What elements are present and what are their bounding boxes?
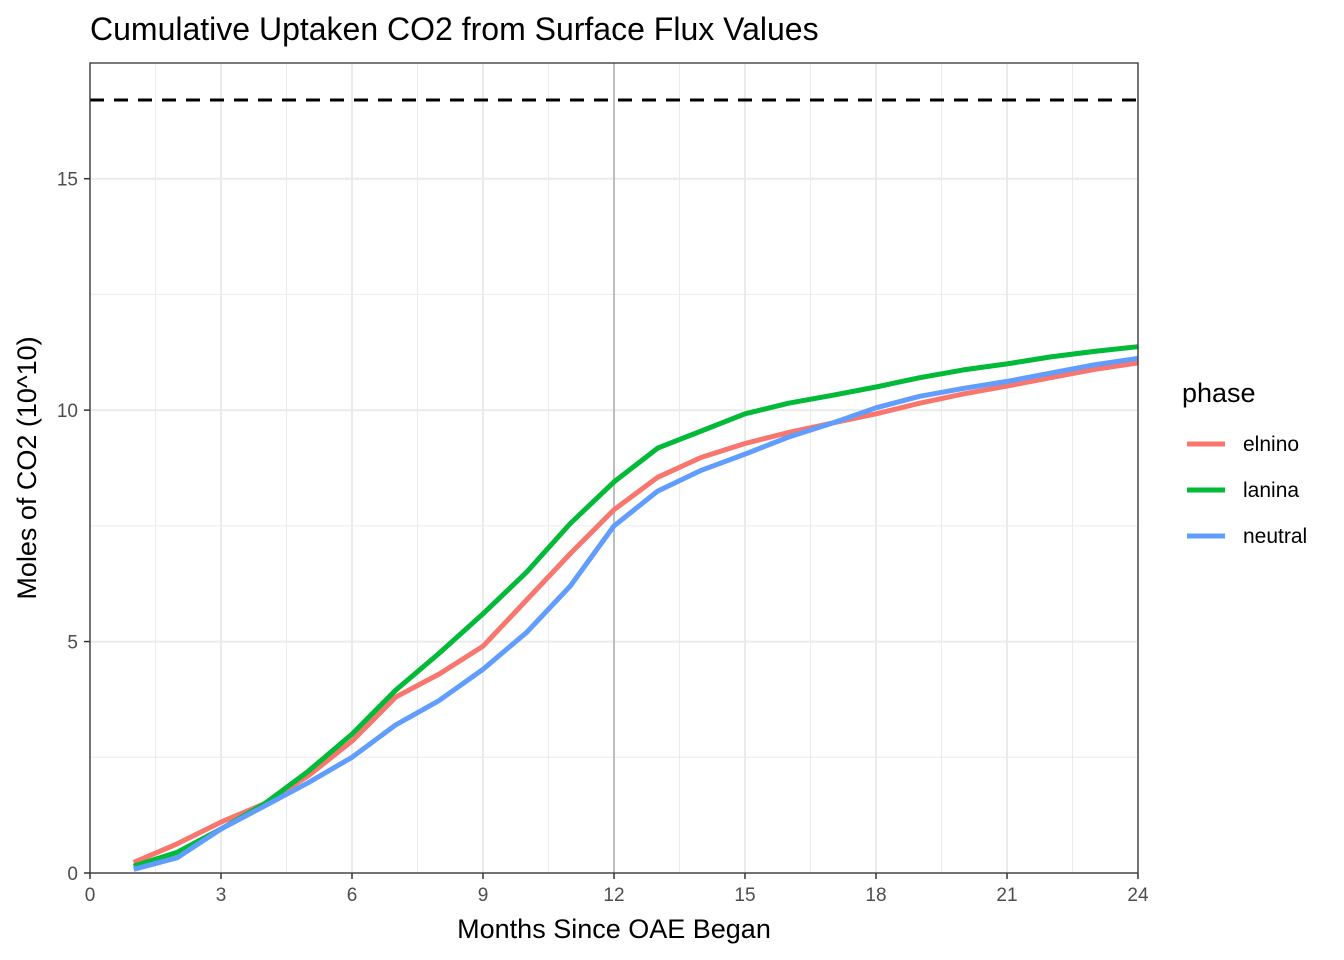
y-tick-label: 10	[57, 401, 78, 422]
series-lines	[132, 344, 1139, 872]
reference-lines	[90, 63, 1138, 873]
legend-label-neutral: neutral	[1243, 525, 1307, 548]
y-axis-title: Moles of CO2 (10^10)	[12, 336, 42, 599]
x-tick-label: 9	[478, 885, 489, 906]
legend-items: elnino lanina neutral	[1187, 433, 1307, 548]
x-axis: 0 3 6 9 12 15 18 21 24	[85, 873, 1149, 906]
x-tick-label: 15	[734, 885, 755, 906]
chart-title: Cumulative Uptaken CO2 from Surface Flux…	[90, 11, 819, 47]
y-tick-label: 15	[57, 170, 78, 191]
series-line-elnino	[132, 360, 1139, 865]
legend-label-lanina: lanina	[1243, 479, 1299, 502]
x-tick-label: 6	[347, 885, 358, 906]
x-tick-label: 12	[603, 885, 624, 906]
legend: phase elnino lanina neutral	[1182, 378, 1307, 548]
series-line-neutral	[133, 355, 1139, 872]
series-line-lanina	[132, 344, 1139, 869]
x-tick-label: 21	[996, 885, 1017, 906]
legend-title: phase	[1182, 378, 1256, 408]
y-tick-label: 0	[67, 864, 78, 885]
x-tick-label: 0	[85, 885, 96, 906]
y-tick-label: 5	[67, 633, 78, 654]
x-tick-label: 3	[216, 885, 227, 906]
y-axis: 0 5 10 15	[57, 170, 90, 885]
legend-label-elnino: elnino	[1243, 433, 1299, 456]
x-tick-label: 24	[1127, 885, 1149, 906]
x-axis-title: Months Since OAE Began	[457, 914, 771, 944]
x-tick-label: 18	[865, 885, 886, 906]
